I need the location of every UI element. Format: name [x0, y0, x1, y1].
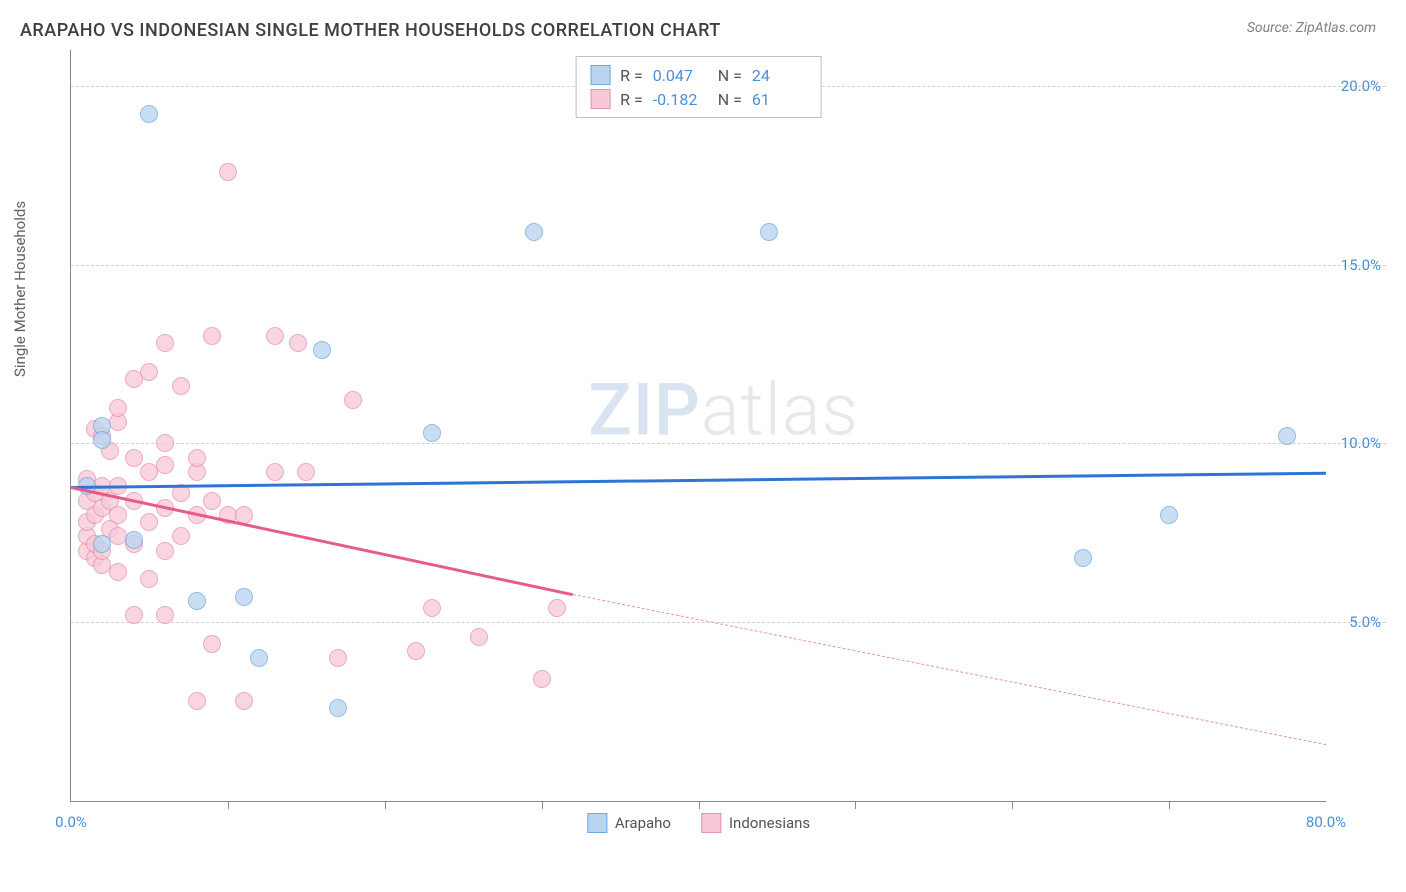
data-point-indonesians [188, 692, 206, 710]
x-tick [1169, 801, 1170, 809]
legend-label: Indonesians [729, 814, 810, 832]
data-point-indonesians [172, 377, 190, 395]
data-point-arapaho [525, 223, 543, 241]
data-point-arapaho [1160, 506, 1178, 524]
plot-area: ZIPatlas R = 0.047 N = 24 R = -0.182 N =… [70, 50, 1326, 802]
legend-correlation: R = 0.047 N = 24 R = -0.182 N = 61 [575, 56, 822, 118]
data-point-indonesians [203, 327, 221, 345]
gridline [71, 622, 1386, 623]
data-point-indonesians [156, 542, 174, 560]
data-point-indonesians [125, 449, 143, 467]
data-point-arapaho [93, 535, 111, 553]
x-tick-label-max: 80.0% [1306, 813, 1346, 831]
data-point-indonesians [125, 606, 143, 624]
chart-container: Single Mother Households ZIPatlas R = 0.… [50, 50, 1386, 862]
x-tick [855, 801, 856, 809]
data-point-indonesians [297, 463, 315, 481]
gridline [71, 265, 1386, 266]
data-point-indonesians [140, 570, 158, 588]
data-point-indonesians [266, 463, 284, 481]
gridline [71, 443, 1386, 444]
y-axis-label: Single Mother Households [11, 201, 29, 377]
data-point-indonesians [344, 391, 362, 409]
data-point-indonesians [470, 628, 488, 646]
x-tick [385, 801, 386, 809]
legend-swatch-indonesians [590, 89, 610, 109]
chart-title: ARAPAHO VS INDONESIAN SINGLE MOTHER HOUS… [20, 20, 721, 41]
data-point-indonesians [289, 334, 307, 352]
data-point-arapaho [250, 649, 268, 667]
legend-n-label: N = [718, 90, 742, 109]
data-point-indonesians [219, 163, 237, 181]
legend-r-value: -0.182 [653, 90, 708, 109]
data-point-arapaho [188, 592, 206, 610]
data-point-indonesians [109, 563, 127, 581]
data-point-arapaho [93, 431, 111, 449]
data-point-arapaho [760, 223, 778, 241]
data-point-arapaho [125, 531, 143, 549]
data-point-indonesians [156, 434, 174, 452]
data-point-indonesians [548, 599, 566, 617]
legend-row-indonesians: R = -0.182 N = 61 [590, 87, 807, 111]
legend-item-indonesians: Indonesians [701, 813, 810, 833]
watermark: ZIPatlas [588, 368, 859, 453]
x-tick [699, 801, 700, 809]
watermark-bold: ZIP [588, 368, 701, 453]
legend-n-value: 24 [752, 66, 807, 85]
legend-item-arapaho: Arapaho [587, 813, 671, 833]
y-tick-label: 5.0% [1349, 613, 1381, 631]
x-tick [542, 801, 543, 809]
data-point-indonesians [109, 506, 127, 524]
data-point-indonesians [156, 334, 174, 352]
data-point-indonesians [188, 449, 206, 467]
data-point-arapaho [140, 105, 158, 123]
x-tick [228, 801, 229, 809]
legend-r-label: R = [620, 66, 643, 85]
data-point-arapaho [329, 699, 347, 717]
data-point-indonesians [266, 327, 284, 345]
data-point-indonesians [423, 599, 441, 617]
data-point-indonesians [407, 642, 425, 660]
legend-series: Arapaho Indonesians [587, 813, 810, 833]
y-tick-label: 20.0% [1341, 77, 1381, 95]
data-point-arapaho [235, 588, 253, 606]
chart-source: Source: ZipAtlas.com [1247, 20, 1376, 36]
watermark-light: atlas [701, 368, 859, 453]
data-point-arapaho [1278, 427, 1296, 445]
data-point-indonesians [156, 606, 174, 624]
x-tick-label-min: 0.0% [55, 813, 87, 831]
legend-n-label: N = [718, 66, 742, 85]
data-point-indonesians [203, 492, 221, 510]
legend-swatch-arapaho [590, 65, 610, 85]
x-tick [1012, 801, 1013, 809]
legend-swatch-indonesians [701, 813, 721, 833]
data-point-arapaho [423, 424, 441, 442]
legend-r-value: 0.047 [653, 66, 708, 85]
legend-r-label: R = [620, 90, 643, 109]
data-point-indonesians [109, 399, 127, 417]
data-point-indonesians [329, 649, 347, 667]
data-point-arapaho [1074, 549, 1092, 567]
legend-n-value: 61 [752, 90, 807, 109]
data-point-indonesians [235, 692, 253, 710]
data-point-indonesians [140, 513, 158, 531]
legend-label: Arapaho [615, 814, 671, 832]
data-point-arapaho [313, 341, 331, 359]
y-tick-label: 15.0% [1341, 256, 1381, 274]
trendline-arapaho [71, 472, 1326, 489]
data-point-indonesians [156, 456, 174, 474]
data-point-indonesians [172, 527, 190, 545]
data-point-indonesians [533, 670, 551, 688]
legend-row-arapaho: R = 0.047 N = 24 [590, 63, 807, 87]
data-point-indonesians [140, 363, 158, 381]
y-tick-label: 10.0% [1341, 434, 1381, 452]
data-point-indonesians [203, 635, 221, 653]
legend-swatch-arapaho [587, 813, 607, 833]
trendline-indonesians-dash [573, 594, 1326, 745]
